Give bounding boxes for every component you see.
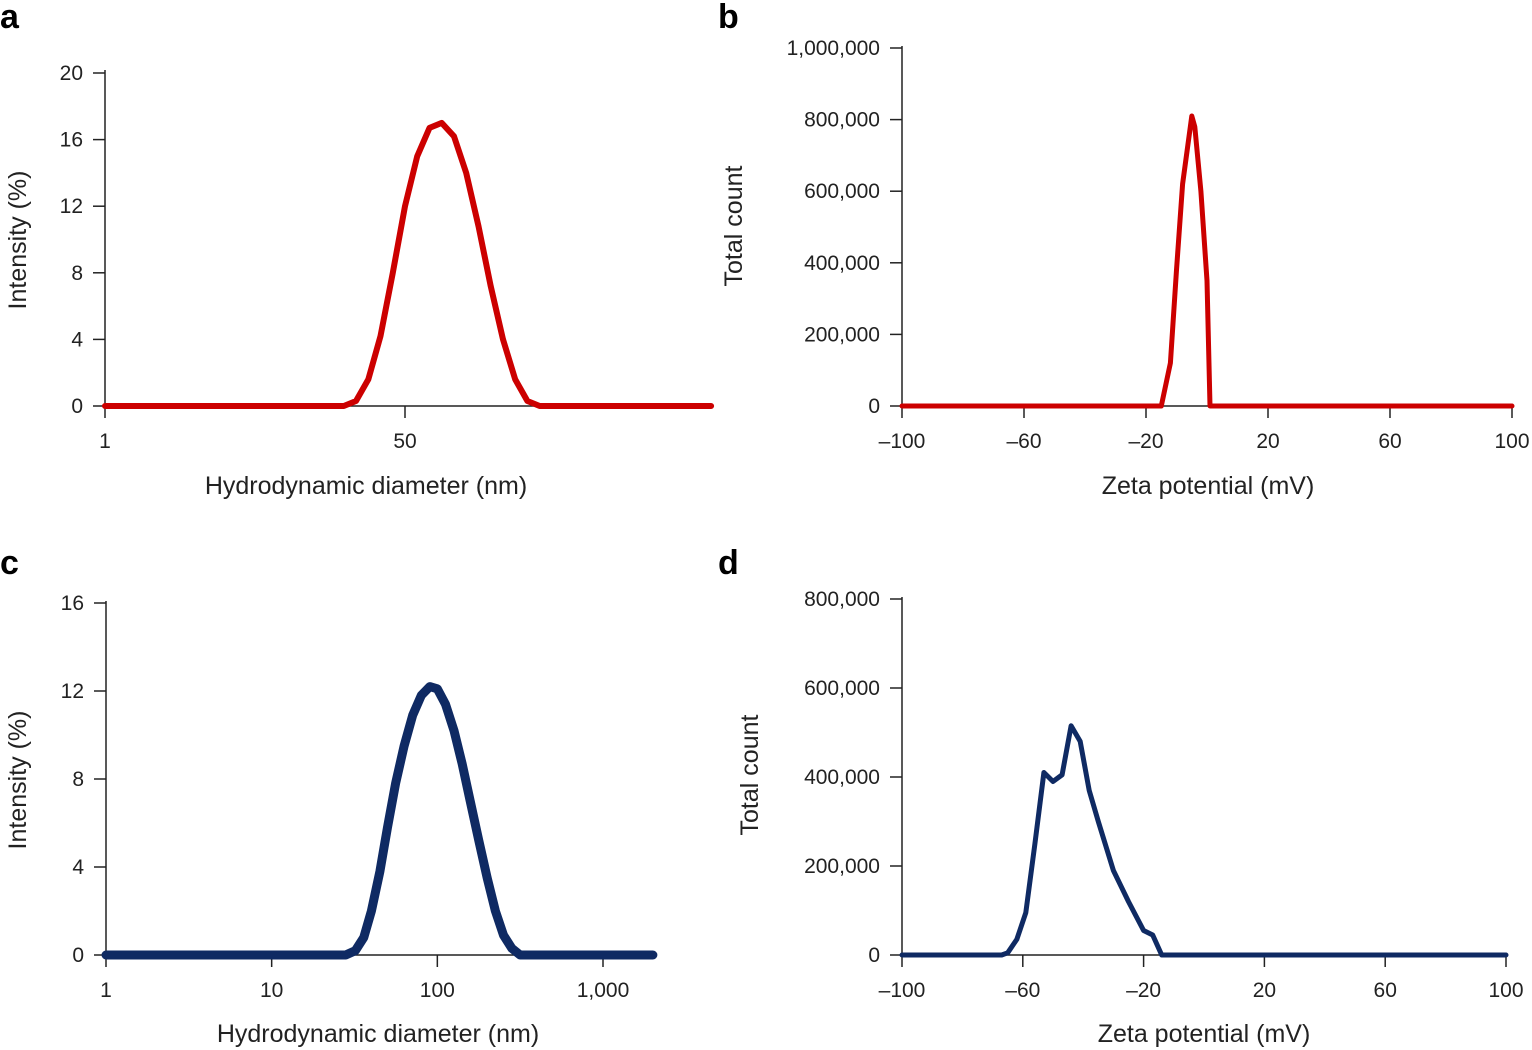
x-tick-label: 20 (1253, 979, 1276, 1002)
panel-letter-a: a (0, 0, 20, 36)
y-tick-label: 16 (61, 592, 84, 615)
x-tick-label: 100 (1488, 979, 1523, 1002)
x-axis-title: Hydrodynamic diameter (nm) (217, 1020, 539, 1048)
x-tick-label: 60 (1374, 979, 1397, 1002)
x-tick-label: 10 (260, 979, 283, 1002)
y-tick-label: 12 (61, 680, 84, 703)
y-tick-label: 0 (868, 944, 880, 967)
x-tick-label: –60 (1006, 430, 1041, 453)
x-axis-title: Zeta potential (mV) (1102, 472, 1315, 500)
series-line-d (899, 723, 1509, 958)
x-tick-label: –20 (1128, 430, 1163, 453)
y-tick-label: 1,000,000 (787, 37, 880, 60)
y-tick-label: 20 (60, 62, 83, 85)
panel-letter-d: d (718, 544, 739, 582)
y-tick-label: 0 (72, 944, 84, 967)
y-axis-title: Total count (720, 165, 748, 286)
y-tick-label: 16 (60, 129, 83, 152)
y-tick-label: 600,000 (804, 677, 880, 700)
y-tick-label: 0 (868, 395, 880, 418)
x-tick-label: –100 (879, 979, 926, 1002)
series-line-a (102, 119, 715, 409)
x-tick-label: 60 (1378, 430, 1401, 453)
panel-letter-b: b (718, 0, 739, 36)
x-tick-label: 100 (1494, 430, 1529, 453)
chart-panel-c: c 0 4 8 12 16 1 10 100 1,000 Hydrodynamic diameter… (0, 544, 658, 1048)
y-axis-title: Intensity (%) (4, 711, 32, 850)
y-tick-label: 8 (71, 262, 83, 285)
y-axis-title: Total count (736, 714, 764, 835)
x-tick-label: 1 (100, 979, 112, 1002)
series-line-b (899, 113, 1515, 409)
y-tick-label: 4 (72, 856, 84, 879)
x-tick-label: 1,000 (577, 979, 630, 1002)
chart-panel-b: b 0 200,000 400,000 600,000 800,000 1,000,000 –… (718, 0, 1530, 500)
y-axis-title: Intensity (%) (4, 171, 32, 310)
series-line-c (101, 682, 658, 960)
x-axis-title: Hydrodynamic diameter (nm) (205, 472, 527, 500)
y-tick-label: 200,000 (804, 855, 880, 878)
x-tick-label: 100 (420, 979, 455, 1002)
y-tick-label: 600,000 (804, 180, 880, 203)
y-tick-label: 400,000 (804, 766, 880, 789)
y-tick-label: 200,000 (804, 323, 880, 346)
chart-panel-d: d 0 200,000 400,000 600,000 800,000 –100 –60 –20… (718, 544, 1524, 1048)
x-tick-label: 20 (1256, 430, 1279, 453)
x-tick-label: 50 (393, 430, 416, 453)
y-tick-label: 12 (60, 195, 83, 218)
y-tick-label: 8 (72, 768, 84, 791)
x-tick-label: 1 (99, 430, 111, 453)
x-tick-label: –60 (1005, 979, 1040, 1002)
y-tick-label: 800,000 (804, 588, 880, 611)
chart-panel-a: a 0 4 8 12 16 20 1 50 Hydrodynamic diameter (nm) I… (0, 0, 715, 500)
panel-letter-c: c (0, 544, 19, 582)
x-tick-label: –20 (1126, 979, 1161, 1002)
x-tick-label: –100 (879, 430, 926, 453)
x-axis-title: Zeta potential (mV) (1098, 1020, 1311, 1048)
y-tick-label: 400,000 (804, 252, 880, 275)
y-tick-label: 0 (71, 395, 83, 418)
y-tick-label: 4 (71, 328, 83, 351)
y-tick-label: 800,000 (804, 109, 880, 132)
